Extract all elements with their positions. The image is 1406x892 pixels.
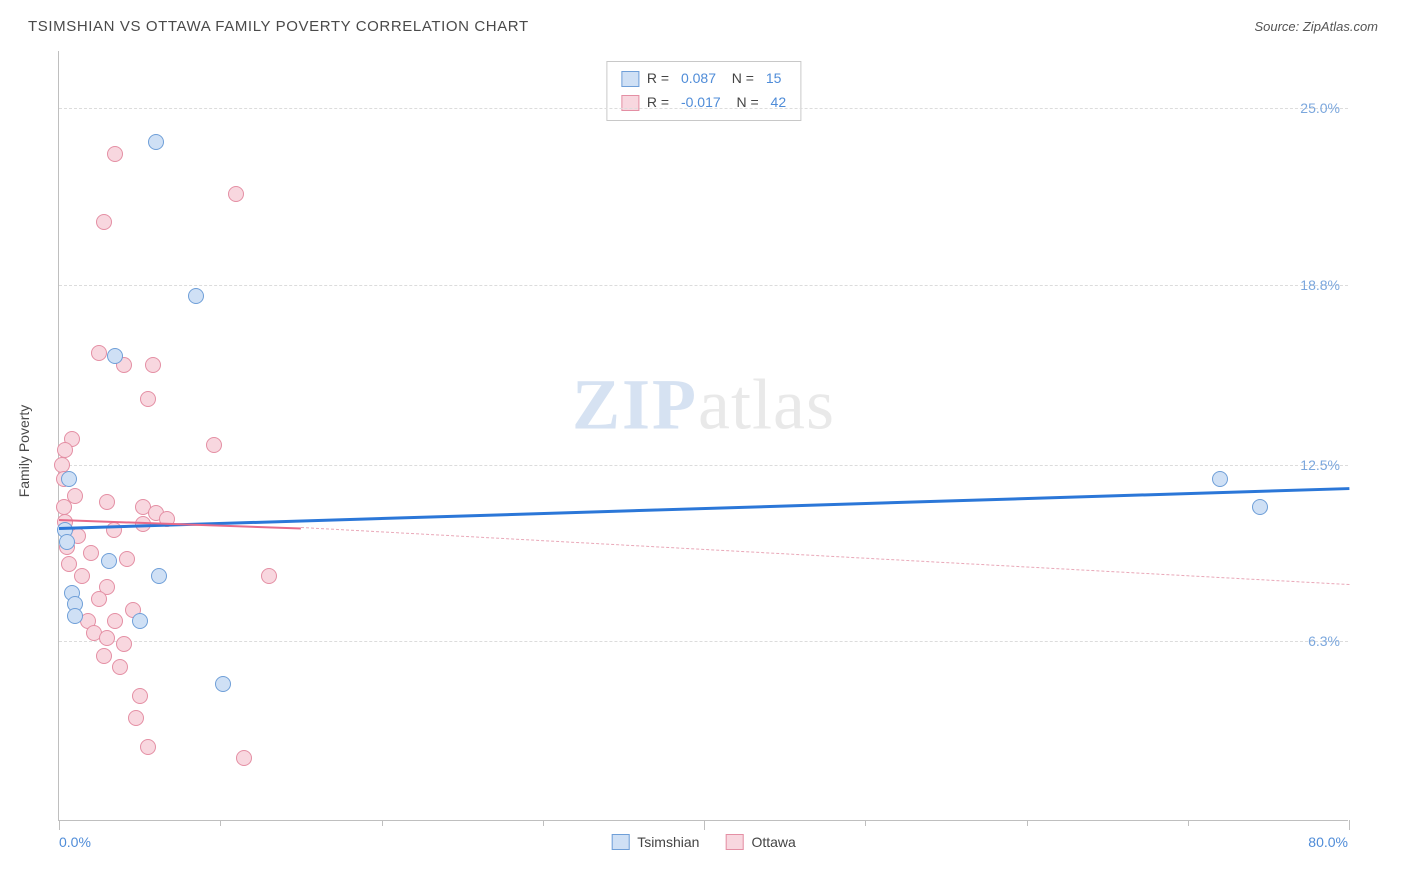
x-tick [1349, 820, 1350, 830]
chart-title: TSIMSHIAN VS OTTAWA FAMILY POVERTY CORRE… [28, 18, 529, 35]
x-tick [1027, 820, 1028, 826]
watermark-part2: atlas [698, 364, 835, 444]
data-point [83, 545, 99, 561]
data-point [140, 391, 156, 407]
data-point [148, 134, 164, 150]
y-axis-label: Family Poverty [16, 405, 32, 498]
data-point [140, 739, 156, 755]
data-point [206, 437, 222, 453]
data-point [132, 688, 148, 704]
legend-r-label: R = [647, 91, 673, 115]
legend-n-value: 42 [771, 91, 787, 115]
gridline [59, 465, 1348, 466]
legend-n-value: 15 [766, 67, 782, 91]
legend-item: Tsimshian [611, 834, 699, 850]
legend-stat-row: R = -0.017 N = 42 [621, 91, 786, 115]
data-point [228, 186, 244, 202]
legend-series: Tsimshian Ottawa [611, 834, 796, 850]
legend-label: Ottawa [751, 834, 795, 850]
data-point [56, 499, 72, 515]
data-point [99, 494, 115, 510]
legend-swatch [611, 834, 629, 850]
x-min-label: 0.0% [59, 834, 91, 850]
legend-n-label: N = [724, 67, 758, 91]
data-point [59, 534, 75, 550]
data-point [99, 630, 115, 646]
data-point [151, 568, 167, 584]
legend-swatch [621, 71, 639, 87]
data-point [215, 676, 231, 692]
legend-swatch [725, 834, 743, 850]
gridline [59, 285, 1348, 286]
watermark: ZIPatlas [572, 363, 835, 446]
data-point [107, 146, 123, 162]
x-tick [704, 820, 705, 830]
x-max-label: 80.0% [1308, 834, 1348, 850]
data-point [96, 648, 112, 664]
data-point [61, 471, 77, 487]
x-tick [865, 820, 866, 826]
legend-n-label: N = [729, 91, 763, 115]
legend-stats: R = 0.087 N = 15R = -0.017 N = 42 [606, 61, 801, 121]
data-point [132, 613, 148, 629]
x-tick [59, 820, 60, 830]
data-point [91, 345, 107, 361]
legend-r-label: R = [647, 67, 673, 91]
y-tick-label: 25.0% [1300, 100, 1340, 116]
plot-area: ZIPatlas R = 0.087 N = 15R = -0.017 N = … [58, 51, 1348, 821]
x-tick [1188, 820, 1189, 826]
y-tick-label: 6.3% [1308, 633, 1340, 649]
legend-item: Ottawa [725, 834, 795, 850]
legend-stat-row: R = 0.087 N = 15 [621, 67, 786, 91]
chart-container: Family Poverty ZIPatlas R = 0.087 N = 15… [18, 41, 1388, 861]
data-point [107, 348, 123, 364]
gridline [59, 108, 1348, 109]
data-point [1212, 471, 1228, 487]
gridline [59, 641, 1348, 642]
data-point [101, 553, 117, 569]
data-point [67, 608, 83, 624]
source-attribution: Source: ZipAtlas.com [1254, 19, 1378, 34]
legend-r-value: -0.017 [681, 91, 721, 115]
data-point [145, 357, 161, 373]
trend-line [59, 487, 1349, 529]
data-point [74, 568, 90, 584]
data-point [119, 551, 135, 567]
data-point [96, 214, 112, 230]
data-point [188, 288, 204, 304]
data-point [91, 591, 107, 607]
data-point [1252, 499, 1268, 515]
x-tick [382, 820, 383, 826]
data-point [112, 659, 128, 675]
data-point [236, 750, 252, 766]
watermark-part1: ZIP [572, 364, 698, 444]
y-tick-label: 12.5% [1300, 457, 1340, 473]
y-tick-label: 18.8% [1300, 277, 1340, 293]
data-point [116, 636, 132, 652]
legend-r-value: 0.087 [681, 67, 716, 91]
trend-line-extrapolated [301, 527, 1349, 585]
legend-label: Tsimshian [637, 834, 699, 850]
data-point [128, 710, 144, 726]
data-point [261, 568, 277, 584]
x-tick [220, 820, 221, 826]
data-point [107, 613, 123, 629]
x-tick [543, 820, 544, 826]
